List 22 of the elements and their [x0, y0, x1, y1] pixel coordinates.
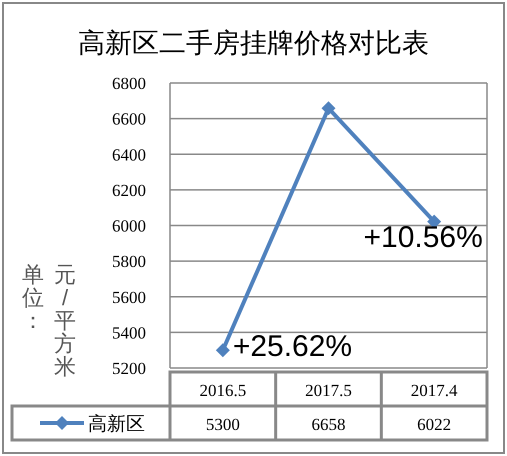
y-axis-title: 单位：元/平方米: [22, 262, 76, 379]
data-label: 6022: [417, 415, 452, 434]
x-tick-label: 2017.5: [305, 381, 352, 400]
x-tick-label: 2016.5: [199, 381, 246, 400]
chart-title: 高新区二手房挂牌价格对比表: [78, 28, 429, 58]
y-tick-label: 6800: [112, 74, 146, 93]
annotation: +25.62%: [232, 330, 352, 363]
y-tick-label: 5200: [112, 359, 146, 378]
legend-label: 高新区: [88, 413, 145, 435]
y-tick-label: 5400: [112, 323, 146, 342]
y-tick-label: 5800: [112, 252, 146, 272]
y-tick-label: 6200: [112, 180, 146, 200]
y-tick-label: 5600: [112, 288, 146, 307]
point: [322, 101, 336, 116]
y-tick-label: 6000: [112, 216, 146, 236]
y-tick-label: 6400: [112, 145, 146, 164]
x-tick-label: 2017.4: [410, 381, 458, 400]
annotation: +10.56%: [364, 220, 483, 254]
y-tick-label: 6600: [112, 110, 146, 129]
data-label: 5300: [206, 415, 240, 434]
data-label: 6658: [312, 415, 346, 434]
point: [216, 343, 230, 358]
